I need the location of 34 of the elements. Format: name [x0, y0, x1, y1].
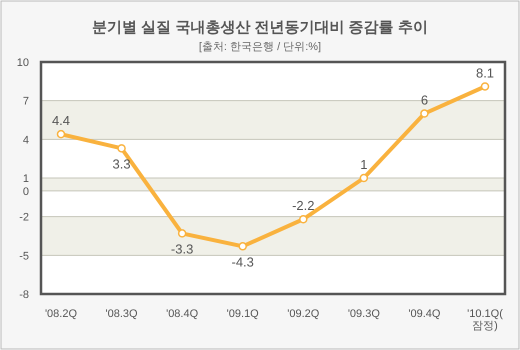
point: [299, 214, 308, 224]
x-tick-label: '08.4Q: [166, 308, 199, 320]
data-label: 3.3: [112, 156, 131, 172]
data-label: 4.4: [52, 113, 70, 128]
point: [178, 229, 186, 238]
x-tick-label: '09.2Q: [287, 308, 320, 320]
data-label: 8.1: [476, 65, 494, 80]
data-label: 6: [420, 92, 428, 108]
x-tick-label: '08.3Q: [106, 308, 138, 320]
y-tick-label: 0: [22, 186, 29, 198]
x-tick-label: '09.3Q: [348, 308, 380, 320]
y-tick-label: -2: [19, 212, 29, 224]
point: [360, 174, 368, 182]
y-tick-label: 10: [16, 57, 29, 69]
y-tick-label: 1: [22, 173, 29, 185]
y-tick-label: -8: [19, 289, 29, 301]
x-tick-label: '09.1Q: [226, 308, 260, 320]
chart-title: 분기별 실질 국내총생산 전년동기대비 증감률 추이: [92, 19, 428, 36]
y-tick-label: 4: [22, 134, 29, 146]
point: [56, 130, 66, 138]
y-tick-label: -5: [19, 250, 29, 262]
chart-subtitle: [출처: 한국은행 / 단위:%]: [198, 41, 322, 53]
x-tick-label: '08.2Q: [44, 308, 78, 320]
data-label: -2.2: [292, 198, 314, 214]
point: [420, 109, 429, 118]
point: [480, 82, 490, 91]
data-label: -4.3: [232, 254, 254, 270]
point: [117, 144, 126, 153]
y-tick-label: 7: [22, 96, 29, 108]
data-label: -3.3: [170, 241, 194, 256]
x-tick-label: '09.4Q: [408, 308, 441, 320]
x-tick-label: '10.1Q(잠정): [467, 308, 504, 332]
point: [238, 242, 247, 251]
data-label: 1: [360, 157, 368, 172]
